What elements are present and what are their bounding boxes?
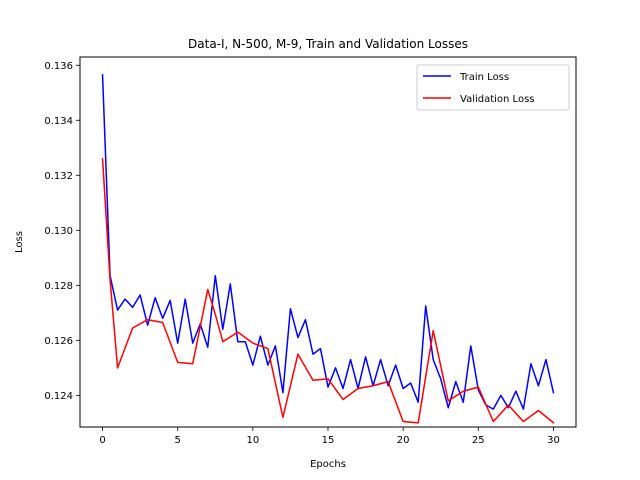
y-tick-label: 0.130 <box>44 226 73 237</box>
y-tick-label: 0.134 <box>44 116 73 127</box>
y-tick-label: 0.136 <box>44 61 73 72</box>
y-tick-label: 0.132 <box>44 171 73 182</box>
y-axis-label: Loss <box>14 231 25 253</box>
x-tick-label: 30 <box>547 435 560 446</box>
validation-loss-line <box>101 157 555 424</box>
x-tick-label: 10 <box>246 435 259 446</box>
plot-area <box>101 74 555 424</box>
chart-title: Data-I, N-500, M-9, Train and Validation… <box>188 37 468 51</box>
x-tick-label: 0 <box>99 435 105 446</box>
x-tick-label: 20 <box>397 435 410 446</box>
legend: Train Loss Validation Loss <box>416 64 570 111</box>
x-tick-label: 25 <box>472 435 485 446</box>
legend-label-train: Train Loss <box>459 72 509 83</box>
x-tick-label: 15 <box>322 435 335 446</box>
legend-box <box>416 64 570 111</box>
x-axis: 0 5 10 15 20 25 30 <box>99 427 560 446</box>
x-tick-label: 5 <box>175 435 181 446</box>
y-tick-label: 0.124 <box>44 391 73 402</box>
y-tick-label: 0.126 <box>44 336 73 347</box>
y-axis: 0.124 0.126 0.128 0.130 0.132 0.134 0.136 <box>44 61 80 402</box>
x-axis-label: Epochs <box>310 459 346 470</box>
train-loss-line <box>101 74 555 410</box>
legend-label-validation: Validation Loss <box>460 94 535 105</box>
y-tick-label: 0.128 <box>44 281 73 292</box>
